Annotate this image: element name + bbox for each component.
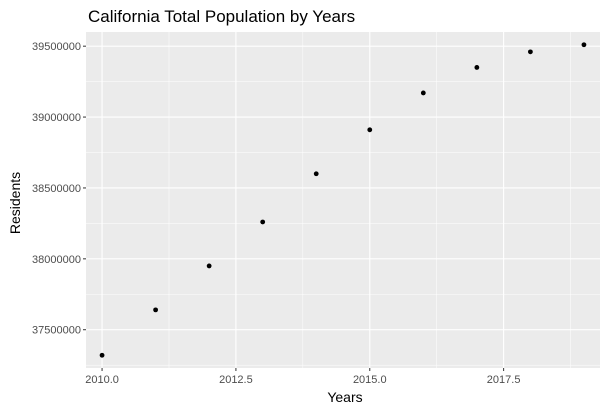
data-point	[367, 127, 373, 133]
data-point	[581, 42, 587, 48]
y-tick-label: 38500000	[32, 183, 81, 195]
plot-panel	[86, 32, 600, 368]
x-tick-label: 2012.5	[219, 374, 253, 386]
grid-minor	[86, 32, 600, 368]
x-tick-label: 2017.5	[487, 374, 521, 386]
y-tick-label: 37500000	[32, 325, 81, 337]
x-axis-title: Years	[327, 389, 362, 405]
data-point	[260, 219, 266, 225]
x-tick-label: 2015.0	[353, 374, 387, 386]
data-point	[153, 307, 159, 313]
y-axis-ticks: 37500000 38000000 38500000 39000000 39500000	[32, 41, 86, 337]
grid-major	[86, 32, 600, 368]
x-tick-label: 2010.0	[85, 374, 119, 386]
y-axis-title: Residents	[7, 172, 23, 234]
data-point	[420, 90, 426, 96]
data-point	[527, 49, 533, 55]
data-point	[313, 171, 319, 177]
data-point	[99, 352, 105, 358]
data-point	[474, 65, 480, 70]
data-point	[206, 263, 212, 269]
data-points	[99, 42, 587, 358]
y-tick-label: 39000000	[32, 112, 81, 124]
y-tick-label: 38000000	[32, 254, 81, 266]
chart-title: California Total Population by Years	[88, 7, 355, 26]
x-axis-ticks: 2010.0 2012.5 2015.0 2017.5	[85, 368, 520, 386]
y-tick-label: 39500000	[32, 41, 81, 53]
